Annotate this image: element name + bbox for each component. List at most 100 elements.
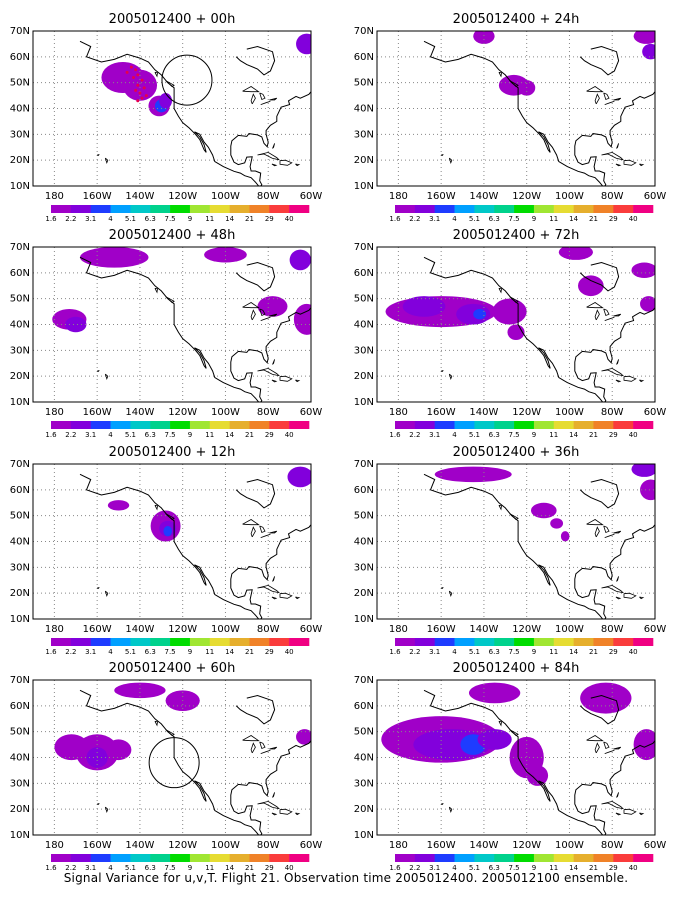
island-outline <box>104 806 109 814</box>
island-outline <box>165 513 175 520</box>
colorbar-swatch <box>189 638 211 646</box>
colorbar-swatch <box>533 205 555 213</box>
lat-tick-label: 70N <box>10 675 30 686</box>
colorbar-swatch <box>454 205 475 213</box>
colorbar-swatch <box>249 638 270 646</box>
lon-tick-label: 160W <box>83 407 112 418</box>
lat-tick-label: 20N <box>354 155 374 166</box>
signal-contour <box>296 729 311 745</box>
colorbar-swatch <box>150 854 171 862</box>
colorbar-label: 5.1 <box>125 864 136 872</box>
colorbar-label: 1.6 <box>389 864 401 872</box>
lat-tick-label: 30N <box>10 562 30 573</box>
colorbar-label: 6.3 <box>145 431 156 439</box>
colorbar-label: 29 <box>609 648 618 656</box>
colorbar-label: 3.1 <box>429 648 440 656</box>
colorbar-label: 3.1 <box>429 864 440 872</box>
colorbar-label: 11 <box>205 215 214 223</box>
island-outline <box>165 80 175 87</box>
island-outline <box>441 587 444 589</box>
colorbar-swatch <box>170 421 191 429</box>
lon-tick-label: 120W <box>168 840 197 851</box>
colorbar-swatch <box>289 854 310 862</box>
lake-outline <box>259 308 266 317</box>
island-outline <box>623 375 637 382</box>
map-panel: 2005012400 + 60h 70N 60N 50N 40N 30N 20N 10N 180… <box>10 661 323 872</box>
signal-contour <box>631 464 655 477</box>
signal-contour <box>558 247 593 260</box>
colorbar-swatch <box>395 638 416 646</box>
colorbar-swatch <box>613 638 634 646</box>
lon-tick-label: 120W <box>168 624 197 635</box>
lon-tick-label: 160W <box>427 191 456 202</box>
colorbar-swatch <box>110 205 131 213</box>
island-outline <box>623 808 637 815</box>
colorbar-swatch <box>573 421 594 429</box>
coastline <box>579 694 620 725</box>
colorbar-swatch <box>209 205 230 213</box>
colorbar-label: 6.3 <box>489 864 500 872</box>
lake-outline <box>269 97 278 101</box>
lake-outline <box>586 86 604 93</box>
lake-outline <box>260 749 271 754</box>
colorbar-label: 9 <box>188 431 192 439</box>
island-outline <box>97 803 100 805</box>
lat-tick-label: 30N <box>10 129 30 140</box>
coastline <box>235 478 276 509</box>
lon-tick-label: 60W <box>300 191 323 202</box>
colorbar-label: 4 <box>108 864 113 872</box>
lon-tick-label: 140W <box>469 407 498 418</box>
island-outline <box>448 590 453 598</box>
colorbar-swatch <box>51 638 72 646</box>
panel-title: 2005012400 + 36h <box>453 445 580 460</box>
colorbar-swatch <box>474 205 495 213</box>
colorbar-swatch <box>130 854 151 862</box>
lake-outline <box>594 93 600 105</box>
panel-frame <box>376 246 656 403</box>
observation-dot <box>144 94 148 98</box>
panel-title: 2005012400 + 60h <box>109 661 236 676</box>
lake-outline <box>260 100 271 105</box>
colorbar-swatch <box>269 854 290 862</box>
observation-circle <box>161 54 213 106</box>
lat-tick-label: 70N <box>10 26 30 37</box>
signal-contour <box>640 479 655 501</box>
colorbar-swatch <box>229 205 250 213</box>
colorbar-label: 6.3 <box>489 648 500 656</box>
signal-contour <box>640 296 655 312</box>
island-outline <box>97 587 100 589</box>
colorbar-label: 5.1 <box>469 215 480 223</box>
colorbar-label: 4 <box>452 648 457 656</box>
colorbar-label: 9 <box>532 864 536 872</box>
colorbar-label: 9 <box>188 648 192 656</box>
colorbar-label: 11 <box>549 431 558 439</box>
lat-tick-label: 20N <box>354 371 374 382</box>
lake-outline <box>260 533 271 538</box>
colorbar-label: 11 <box>205 648 214 656</box>
lat-tick-label: 50N <box>10 511 30 522</box>
signal-contour <box>402 296 446 317</box>
lon-tick-label: 60W <box>300 840 323 851</box>
colorbar-swatch <box>229 638 250 646</box>
coastline <box>235 694 276 725</box>
signal-contour <box>105 739 132 761</box>
lon-tick-label: 180 <box>45 624 64 635</box>
colorbar-label: 4 <box>452 215 457 223</box>
lon-tick-label: 180 <box>389 840 408 851</box>
colorbar-label: 5.1 <box>125 648 136 656</box>
panel-frame <box>32 246 312 403</box>
colorbar-label: 1.6 <box>389 215 401 223</box>
colorbar-label: 29 <box>265 648 274 656</box>
lat-tick-label: 50N <box>10 78 30 89</box>
lat-tick-label: 70N <box>354 459 374 470</box>
lat-tick-label: 60N <box>354 701 374 712</box>
lat-tick-label: 30N <box>10 345 30 356</box>
lake-outline <box>242 735 260 742</box>
colorbar-label: 2.2 <box>65 215 76 223</box>
lat-tick-label: 40N <box>354 537 374 548</box>
coastline <box>579 45 620 76</box>
colorbar-swatch <box>454 638 475 646</box>
colorbar-label: 1.6 <box>45 215 57 223</box>
colorbar-swatch <box>189 205 211 213</box>
signal-contour <box>434 466 512 483</box>
